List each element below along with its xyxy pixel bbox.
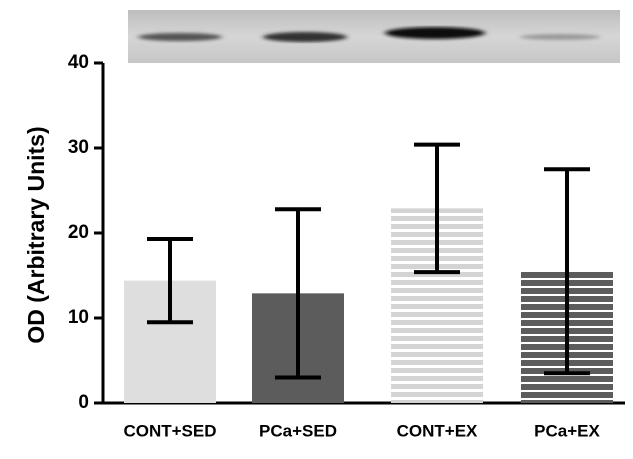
x-tick-label: PCa+EX bbox=[534, 421, 600, 440]
x-tick-label: PCa+SED bbox=[259, 421, 337, 440]
x-tick-label: CONT+EX bbox=[397, 421, 478, 440]
y-tick-label: 40 bbox=[68, 52, 89, 73]
plot-area: 0 10 20 30 40 CONT+SED PCa+SED CONT+EX PCa+EX bbox=[68, 52, 625, 440]
y-tick-label: 0 bbox=[78, 392, 89, 413]
x-tick-label: CONT+SED bbox=[123, 421, 216, 440]
western-blot bbox=[128, 10, 620, 63]
y-tick-label: 20 bbox=[68, 222, 89, 243]
y-tick-label: 30 bbox=[68, 137, 89, 158]
y-tick-label: 10 bbox=[68, 307, 89, 328]
y-axis-label: OD (Arbitrary Units) bbox=[23, 126, 49, 343]
chart: OD (Arbitrary Units) 0 10 20 30 40 CONT+SED PC… bbox=[0, 0, 633, 459]
